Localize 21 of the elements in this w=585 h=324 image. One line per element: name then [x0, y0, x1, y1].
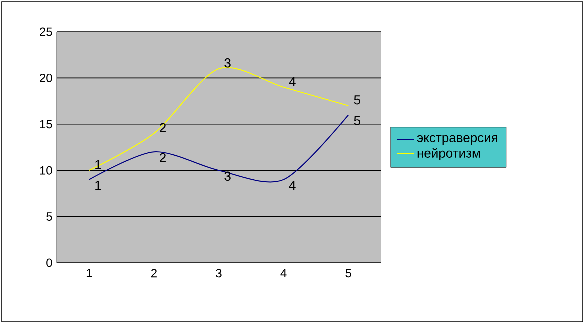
x-tick-label: 4	[280, 269, 287, 278]
line-series	[88, 67, 350, 172]
y-tick-label: 15	[40, 120, 52, 129]
annotation: 2	[160, 153, 166, 162]
legend-label: экстраверсия	[417, 135, 498, 146]
x-tick-label: 3	[216, 269, 222, 278]
y-tick-label: 5	[46, 212, 52, 221]
y-tick-label: 20	[40, 74, 52, 82]
x-tick-label: 2	[151, 269, 157, 278]
annotation: 3	[224, 172, 231, 181]
annotation: 4	[289, 181, 296, 190]
annotation: 5	[354, 96, 360, 105]
annotation: 1	[96, 181, 102, 190]
y-tick-label: 0	[46, 258, 52, 268]
y-tick-label: 10	[40, 166, 52, 175]
x-tick-label: 1	[86, 269, 92, 278]
y-tick-label: 25	[40, 28, 52, 36]
x-tick-label: 5	[346, 269, 352, 278]
legend-label: нейротизм	[418, 148, 480, 161]
annotation: 3	[224, 58, 231, 68]
annotation: 4	[289, 77, 296, 86]
